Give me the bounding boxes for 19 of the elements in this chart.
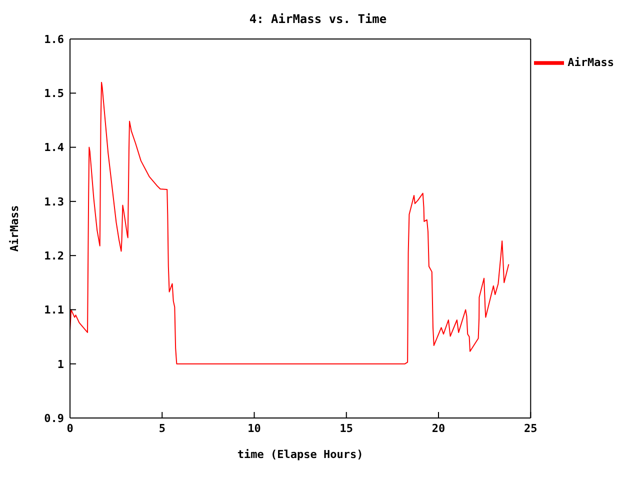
y-tick-label: 1.4 — [44, 141, 64, 154]
y-tick-label: 1.5 — [44, 87, 64, 100]
x-tick-label: 15 — [340, 422, 354, 435]
legend-label: AirMass — [568, 56, 614, 70]
chart-title: 4: AirMass vs. Time — [248, 12, 388, 26]
x-tick-label: 5 — [158, 422, 166, 435]
line-series — [70, 82, 510, 364]
x-tick-label: 20 — [432, 422, 446, 435]
x-axis-title: time (Elapse Hours) — [237, 448, 364, 461]
y-tick-label: 1.3 — [44, 195, 64, 208]
y-axis-title: AirMass — [8, 205, 21, 252]
x-tick-label: 25 — [524, 422, 538, 435]
x-tick-label: 10 — [248, 422, 261, 435]
y-tick-label: 1.1 — [44, 304, 64, 317]
y-tick-label: 0.9 — [44, 412, 64, 425]
x-tick-label: 0 — [66, 422, 74, 435]
y-tick-label: 1.6 — [44, 32, 64, 46]
y-tick-label: 1 — [57, 358, 64, 371]
y-tick-label: 1.2 — [44, 249, 64, 262]
